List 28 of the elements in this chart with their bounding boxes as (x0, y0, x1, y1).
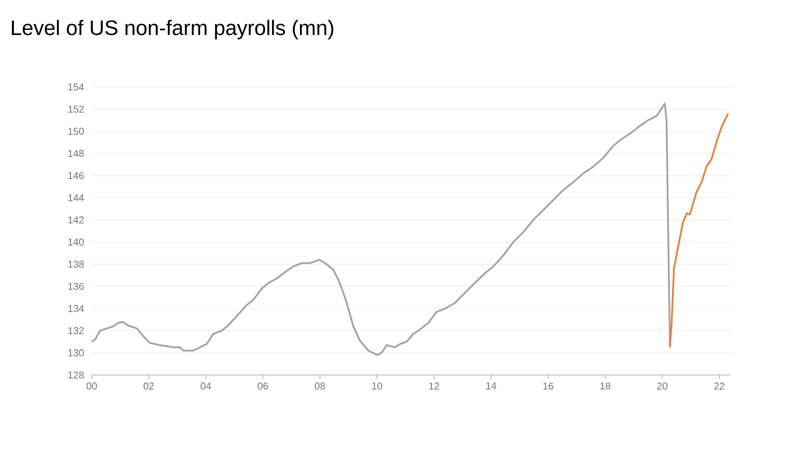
x-tick-label: 18 (600, 382, 610, 390)
x-tick-label: 08 (314, 382, 326, 390)
x-tick-label: 16 (543, 382, 554, 390)
y-tick-label: 154 (68, 84, 84, 90)
y-tick-label: 144 (68, 194, 84, 202)
y-tick-label: 152 (68, 106, 84, 113)
y-tick-label: 130 (68, 349, 84, 356)
line-series (669, 112, 730, 348)
x-tick-label: 20 (657, 382, 668, 390)
y-tick-label: 136 (68, 282, 84, 290)
x-tick-label: 14 (486, 382, 496, 390)
x-tick-label: 22 (714, 382, 724, 390)
chart-title: Level of US non-farm payrolls (mn) (12, 20, 334, 40)
y-tick-label: 148 (68, 150, 84, 157)
x-tick-label: 04 (200, 382, 212, 390)
x-tick-label: 02 (144, 382, 154, 390)
y-tick-label: 134 (68, 305, 84, 312)
x-tick-label: 06 (258, 382, 268, 390)
y-tick-label: 142 (68, 216, 84, 224)
y-tick-label: 146 (68, 172, 84, 180)
y-tick-label: 138 (68, 260, 84, 268)
y-tick-label: 128 (68, 371, 84, 379)
x-tick-label: 00 (86, 382, 97, 390)
x-tick-label: 10 (372, 382, 382, 390)
y-tick-label: 140 (68, 238, 84, 246)
y-tick-label: 150 (68, 128, 84, 135)
y-tick-label: 132 (68, 327, 84, 334)
x-tick-label: 12 (429, 382, 440, 390)
